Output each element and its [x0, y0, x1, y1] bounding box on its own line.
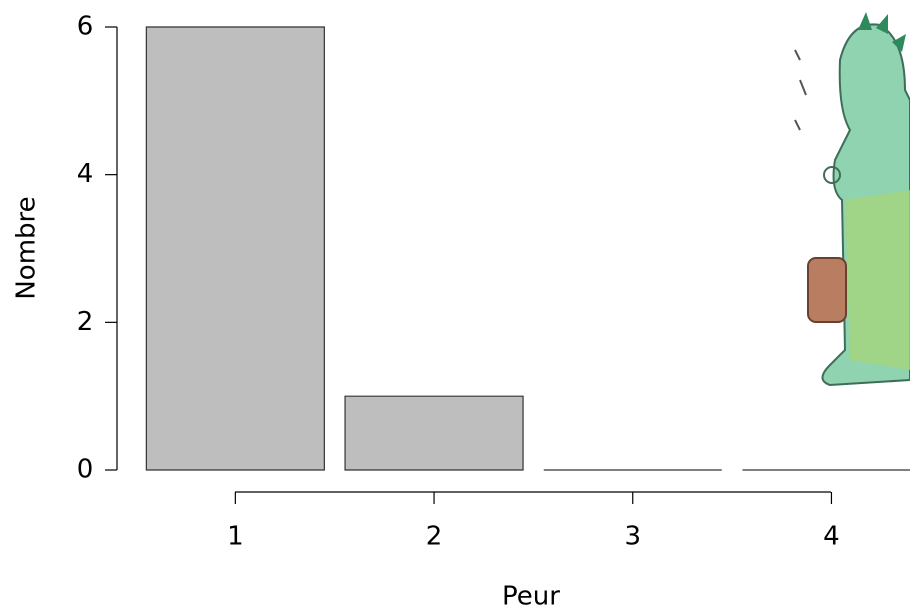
- x-tick-label: 2: [426, 522, 443, 552]
- y-tick-label: 0: [77, 455, 94, 485]
- y-tick-label: 6: [77, 12, 94, 42]
- x-tick-label: 1: [227, 522, 244, 552]
- bar: [145, 26, 325, 471]
- x-tick-label: 4: [823, 522, 840, 552]
- y-axis-title: Nombre: [12, 196, 42, 299]
- x-tick-label: 3: [624, 522, 641, 552]
- x-axis-title: Peur: [502, 582, 560, 612]
- bar: [344, 395, 524, 471]
- y-tick-label: 4: [77, 159, 94, 189]
- illustration: [787, 10, 910, 390]
- y-tick-label: 2: [77, 307, 94, 337]
